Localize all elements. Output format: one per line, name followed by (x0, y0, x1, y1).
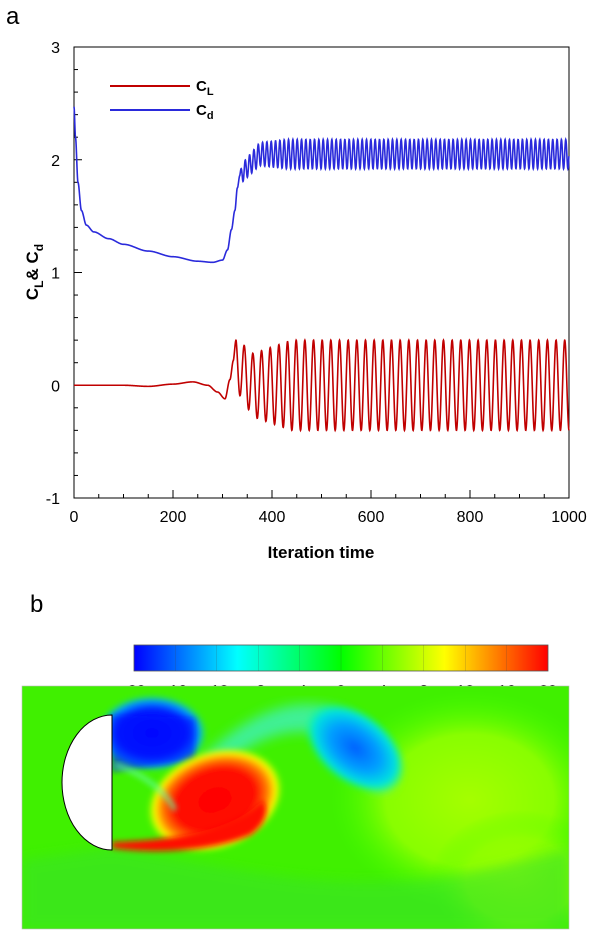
series-cd-line (73, 106, 570, 264)
y-axis-label-sub-l: L (32, 281, 46, 288)
plot-frame (73, 46, 570, 499)
field-frame (21, 685, 570, 930)
panel-label-b: b (30, 591, 43, 618)
y-axis-label: CL& Cd (23, 244, 46, 300)
colorbar-divisions (175, 645, 507, 671)
d-shaped-cylinder (61, 714, 113, 851)
legend-label-cd: Cd (196, 102, 214, 122)
y-axis-label-amp: & C (23, 251, 42, 280)
tick-labels: 0 200 400 600 800 1000 -1 0 1 2 3 (46, 40, 587, 526)
y-axis-label-sub-d: d (32, 244, 46, 251)
legend-cd-sub: d (207, 110, 214, 122)
x-tick-label: 400 (259, 509, 286, 526)
legend-cl-sub: L (207, 86, 214, 98)
y-tick-label: 2 (51, 153, 60, 170)
panel-label-a: a (6, 3, 20, 30)
y-tick-label: 0 (51, 378, 60, 395)
y-tick-label: 3 (51, 40, 60, 57)
axis-ticks (73, 46, 570, 499)
legend: CL Cd (110, 78, 214, 122)
x-axis-label: Iteration time (268, 543, 375, 562)
legend-cl-main: C (196, 78, 207, 95)
legend-cd-main: C (196, 102, 207, 119)
x-tick-label: 600 (358, 509, 385, 526)
x-tick-label: 1000 (551, 509, 587, 526)
vorticity-field (22, 686, 569, 929)
x-tick-label: 200 (160, 509, 187, 526)
y-tick-label: 1 (51, 266, 60, 283)
x-tick-label: 0 (70, 509, 79, 526)
legend-label-cl: CL (196, 78, 214, 98)
y-tick-label: -1 (46, 491, 60, 508)
x-tick-label: 800 (457, 509, 484, 526)
series-cl-line (74, 338, 570, 433)
y-axis-label-c1: C (23, 288, 42, 300)
